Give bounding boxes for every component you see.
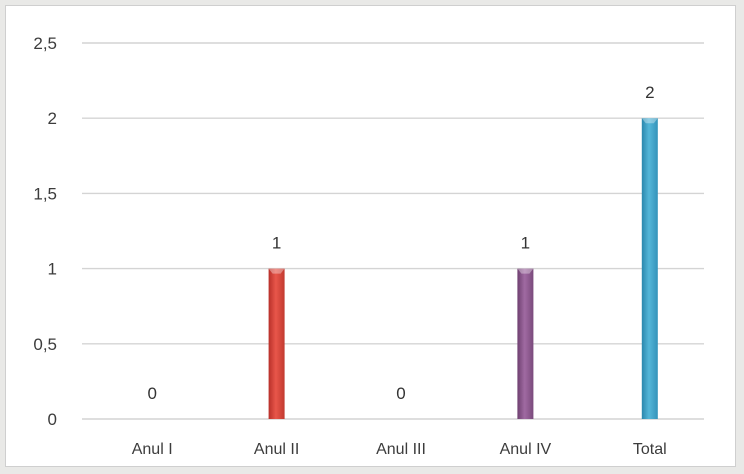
y-tick-label: 0: [48, 410, 57, 429]
x-category-label: Anul IV: [500, 441, 552, 458]
x-category-label: Anul I: [132, 441, 173, 458]
x-category-label: Anul III: [376, 441, 426, 458]
y-tick-label: 0,5: [33, 335, 57, 354]
y-tick-label: 1,5: [33, 184, 57, 203]
x-category-label: Anul II: [254, 441, 299, 458]
data-label: 1: [521, 234, 530, 253]
data-label: 0: [396, 384, 405, 403]
bar-cap: [641, 118, 658, 124]
bar-cap: [268, 268, 285, 274]
data-label: 1: [272, 234, 281, 253]
bar: [517, 268, 534, 419]
bar: [268, 268, 285, 419]
bar: [641, 118, 658, 419]
y-tick-label: 2: [48, 109, 57, 128]
data-label: 0: [147, 384, 156, 403]
bar-cap: [517, 268, 534, 274]
y-tick-label: 2,5: [33, 34, 57, 53]
chart-frame: [5, 5, 736, 467]
x-category-label: Total: [633, 441, 667, 458]
y-tick-label: 1: [48, 260, 57, 279]
data-label: 2: [645, 83, 654, 102]
